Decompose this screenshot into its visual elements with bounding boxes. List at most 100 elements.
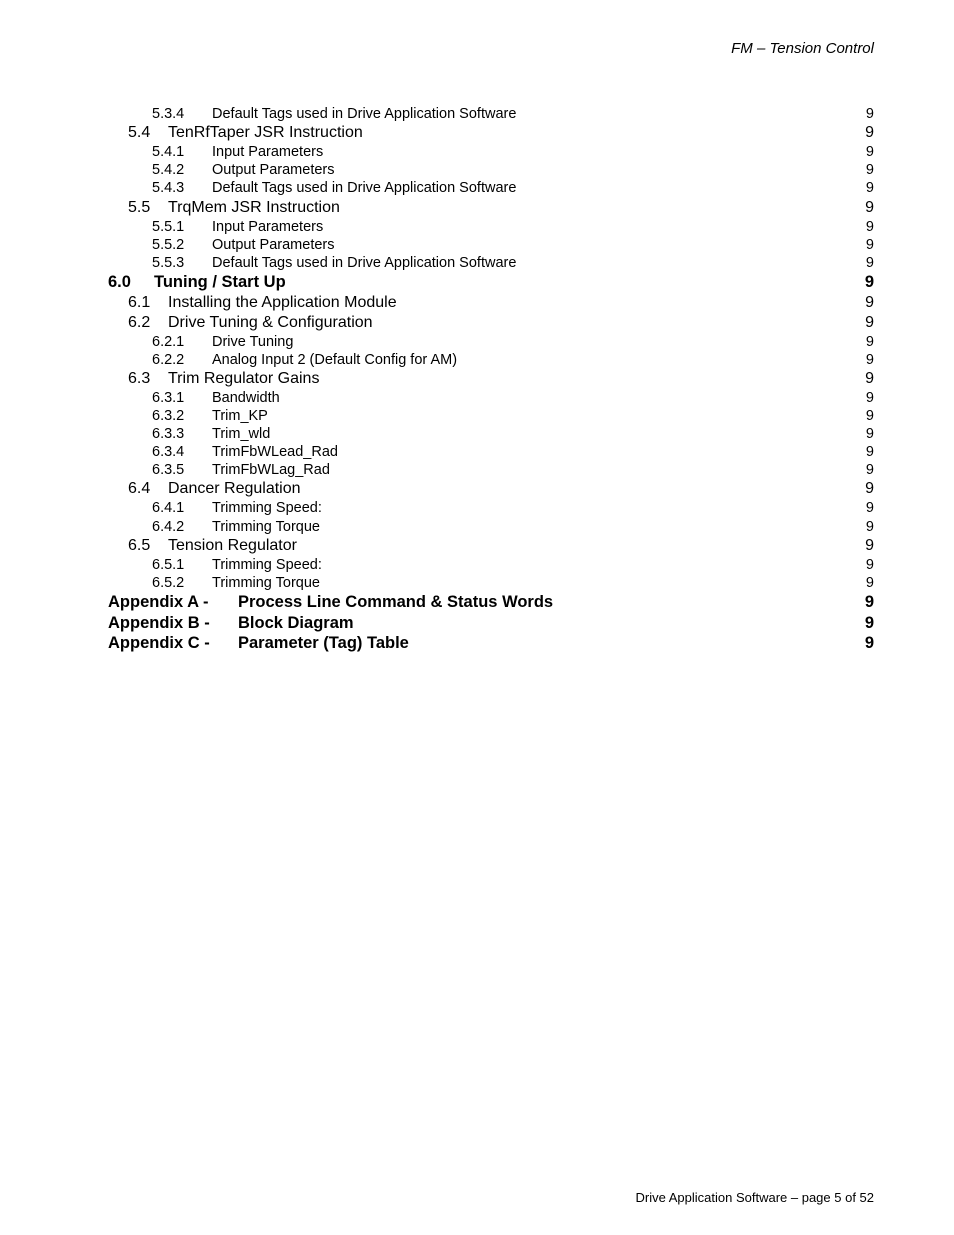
toc-entry-page: 9 — [864, 105, 874, 123]
toc-entry-title: Default Tags used in Drive Application S… — [212, 105, 516, 123]
toc-entry[interactable]: 6.3.5TrimFbWLag_Rad 9 — [152, 461, 874, 479]
toc-entry-page: 9 — [863, 633, 874, 654]
toc-entry[interactable]: 6.0Tuning / Start Up 9 — [108, 272, 874, 293]
toc-entry-title: Trim_wld — [212, 425, 270, 443]
toc-entry-number: 6.1 — [128, 293, 168, 313]
toc-entry-title: Dancer Regulation — [168, 479, 301, 499]
toc-entry-title: Output Parameters — [212, 161, 335, 179]
toc-entry-page: 9 — [864, 389, 874, 407]
toc-entry-title: Tension Regulator — [168, 536, 297, 556]
toc-entry-number: 6.4 — [128, 479, 168, 499]
toc-entry-title: Trimming Speed: — [212, 499, 322, 517]
toc-entry-number: 5.5 — [128, 198, 168, 218]
toc-entry-number: 5.5.3 — [152, 254, 212, 272]
toc-entry-number: 6.3.5 — [152, 461, 212, 479]
toc-entry-number: 5.5.1 — [152, 218, 212, 236]
toc-entry[interactable]: 5.4.2Output Parameters 9 — [152, 161, 874, 179]
toc-entry-number: 5.5.2 — [152, 236, 212, 254]
toc-entry-title: Installing the Application Module — [168, 293, 397, 313]
table-of-contents: 5.3.4Default Tags used in Drive Applicat… — [108, 105, 874, 654]
toc-entry[interactable]: 6.2.2Analog Input 2 (Default Config for … — [152, 351, 874, 369]
toc-entry-page: 9 — [864, 161, 874, 179]
toc-entry-title: Input Parameters — [212, 143, 323, 161]
toc-entry-number: 5.4.1 — [152, 143, 212, 161]
toc-entry-page: 9 — [863, 123, 874, 143]
toc-entry-title: Default Tags used in Drive Application S… — [212, 254, 516, 272]
toc-entry-page: 9 — [864, 254, 874, 272]
toc-entry-title: TrimFbWLag_Rad — [212, 461, 330, 479]
toc-entry[interactable]: 5.5.1Input Parameters 9 — [152, 218, 874, 236]
toc-entry-page: 9 — [863, 536, 874, 556]
toc-entry[interactable]: 6.3.3Trim_wld 9 — [152, 425, 874, 443]
toc-entry-number: 6.0 — [108, 272, 154, 293]
toc-entry-page: 9 — [863, 272, 874, 293]
toc-entry-number: Appendix C - — [108, 633, 238, 654]
toc-entry[interactable]: 6.4Dancer Regulation 9 — [128, 479, 874, 499]
toc-entry-number: 5.4.2 — [152, 161, 212, 179]
toc-entry-title: Parameter (Tag) Table — [238, 633, 409, 654]
toc-entry-page: 9 — [864, 143, 874, 161]
toc-entry-number: 6.5 — [128, 536, 168, 556]
toc-entry[interactable]: Appendix A -Process Line Command & Statu… — [108, 592, 874, 613]
toc-entry-number: 5.3.4 — [152, 105, 212, 123]
toc-entry-page: 9 — [864, 333, 874, 351]
toc-entry-title: Drive Tuning — [212, 333, 293, 351]
toc-entry-number: Appendix A - — [108, 592, 238, 613]
toc-entry-title: TenRfTaper JSR Instruction — [168, 123, 363, 143]
toc-entry-number: 6.4.1 — [152, 499, 212, 517]
toc-entry[interactable]: 6.2Drive Tuning & Configuration 9 — [128, 313, 874, 333]
toc-entry-number: 6.5.2 — [152, 574, 212, 592]
toc-entry-title: Process Line Command & Status Words — [238, 592, 553, 613]
toc-entry-page: 9 — [864, 407, 874, 425]
toc-entry-title: Analog Input 2 (Default Config for AM) — [212, 351, 457, 369]
toc-entry[interactable]: 6.5Tension Regulator 9 — [128, 536, 874, 556]
toc-entry-title: Trimming Torque — [212, 574, 320, 592]
toc-entry-page: 9 — [863, 479, 874, 499]
toc-entry-title: Default Tags used in Drive Application S… — [212, 179, 516, 197]
toc-entry-page: 9 — [863, 592, 874, 613]
toc-entry-number: 6.2 — [128, 313, 168, 333]
page-footer: Drive Application Software – page 5 of 5… — [636, 1190, 874, 1205]
toc-entry-number: 6.5.1 — [152, 556, 212, 574]
toc-entry-title: Output Parameters — [212, 236, 335, 254]
toc-entry-title: Bandwidth — [212, 389, 280, 407]
toc-entry[interactable]: 6.5.2Trimming Torque 9 — [152, 574, 874, 592]
toc-entry[interactable]: 5.3.4Default Tags used in Drive Applicat… — [152, 105, 874, 123]
toc-entry-page: 9 — [863, 613, 874, 634]
toc-entry-number: 6.3.2 — [152, 407, 212, 425]
toc-entry-page: 9 — [864, 443, 874, 461]
toc-entry[interactable]: 5.5.2Output Parameters 9 — [152, 236, 874, 254]
toc-entry[interactable]: 5.4.1Input Parameters 9 — [152, 143, 874, 161]
toc-entry[interactable]: 5.4.3Default Tags used in Drive Applicat… — [152, 179, 874, 197]
toc-entry[interactable]: 6.3.1Bandwidth 9 — [152, 389, 874, 407]
toc-entry[interactable]: 6.5.1Trimming Speed: 9 — [152, 556, 874, 574]
toc-entry-title: Trimming Speed: — [212, 556, 322, 574]
toc-entry-number: 5.4.3 — [152, 179, 212, 197]
toc-entry-title: TrqMem JSR Instruction — [168, 198, 340, 218]
toc-entry-page: 9 — [863, 293, 874, 313]
toc-entry-number: 6.2.1 — [152, 333, 212, 351]
toc-entry[interactable]: 5.5.3Default Tags used in Drive Applicat… — [152, 254, 874, 272]
toc-entry[interactable]: 5.4TenRfTaper JSR Instruction 9 — [128, 123, 874, 143]
toc-entry[interactable]: 6.4.2Trimming Torque 9 — [152, 518, 874, 536]
toc-entry[interactable]: 5.5TrqMem JSR Instruction 9 — [128, 198, 874, 218]
toc-entry[interactable]: 6.3.2Trim_KP 9 — [152, 407, 874, 425]
toc-entry-title: Input Parameters — [212, 218, 323, 236]
toc-entry[interactable]: 6.3Trim Regulator Gains 9 — [128, 369, 874, 389]
toc-entry-title: Trim Regulator Gains — [168, 369, 319, 389]
toc-entry-number: 6.4.2 — [152, 518, 212, 536]
toc-entry-page: 9 — [864, 351, 874, 369]
toc-entry[interactable]: 6.4.1Trimming Speed: 9 — [152, 499, 874, 517]
toc-entry-page: 9 — [864, 499, 874, 517]
toc-entry-number: 6.3.3 — [152, 425, 212, 443]
toc-entry[interactable]: Appendix B -Block Diagram 9 — [108, 613, 874, 634]
toc-entry-page: 9 — [864, 218, 874, 236]
toc-entry[interactable]: 6.3.4TrimFbWLead_Rad 9 — [152, 443, 874, 461]
toc-entry[interactable]: 6.1Installing the Application Module 9 — [128, 293, 874, 313]
toc-entry[interactable]: 6.2.1Drive Tuning 9 — [152, 333, 874, 351]
toc-entry-title: Drive Tuning & Configuration — [168, 313, 373, 333]
page-header: FM – Tension Control — [731, 40, 874, 57]
toc-entry-page: 9 — [863, 198, 874, 218]
toc-entry-title: Tuning / Start Up — [154, 272, 286, 293]
toc-entry[interactable]: Appendix C -Parameter (Tag) Table 9 — [108, 633, 874, 654]
